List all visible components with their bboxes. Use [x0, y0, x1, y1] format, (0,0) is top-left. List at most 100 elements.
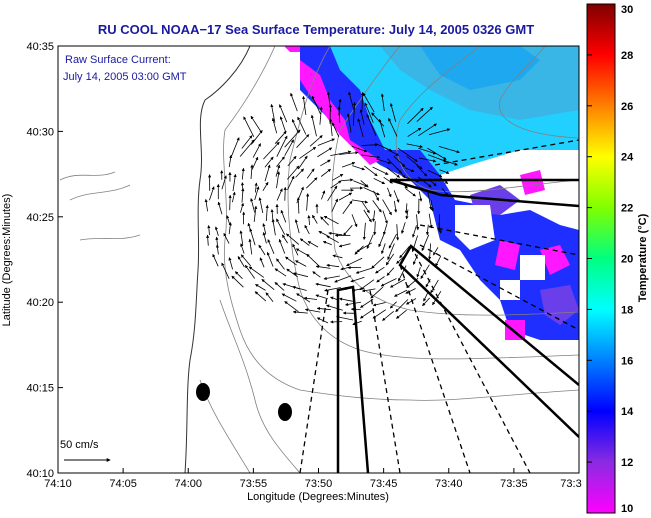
current-vector-83 [386, 167, 401, 178]
current-vector-265 [286, 268, 298, 278]
current-vector-233 [332, 254, 343, 259]
boundary-lines [299, 139, 579, 473]
current-vector-306 [395, 299, 409, 313]
current-vector-207 [223, 232, 230, 244]
current-vector-16 [364, 102, 374, 123]
current-vector-81 [364, 165, 378, 177]
dashed-boundary-3 [399, 264, 471, 473]
current-vector-220 [381, 243, 386, 255]
current-vector-32 [366, 114, 377, 136]
current-vector-264 [274, 268, 287, 277]
current-vector-74 [264, 156, 274, 168]
current-vector-164 [382, 210, 388, 225]
current-vector-130 [209, 186, 215, 201]
colorbar-tick-label-5: 20 [621, 254, 633, 266]
current-vector-280 [261, 279, 275, 291]
sst-imagery [284, 46, 579, 340]
current-vector-232 [295, 248, 308, 256]
current-vector-63 [338, 151, 359, 155]
current-vector-291 [405, 288, 416, 294]
current-vector-82 [372, 166, 389, 175]
current-vector-278 [231, 275, 244, 288]
current-vector-242 [237, 256, 245, 268]
current-vector-248 [295, 260, 307, 267]
current-vector-211 [282, 234, 288, 244]
current-vector-244 [259, 257, 265, 268]
current-vector-139 [327, 185, 338, 202]
current-vector-10 [279, 104, 288, 123]
y-tick-label-1: 40:30 [26, 126, 54, 138]
current-vector-323 [352, 320, 362, 326]
current-vector-294 [254, 291, 267, 302]
sst-region-magenta-east [495, 170, 570, 340]
current-vector-228 [258, 244, 266, 256]
current-vector-115 [262, 181, 269, 192]
colorbar-tick-label-1: 12 [621, 457, 633, 469]
current-vector-112 [232, 173, 237, 192]
current-vector-201 [378, 231, 386, 248]
current-vector-269 [334, 275, 352, 283]
current-vector-52 [427, 147, 447, 160]
current-vector-40 [274, 130, 287, 144]
current-vector-58 [276, 135, 288, 157]
current-vector-104 [383, 176, 393, 184]
current-vector-204 [421, 234, 430, 252]
current-vector-288 [361, 288, 376, 293]
current-vector-69 [418, 157, 437, 163]
current-vector-28 [329, 118, 333, 137]
current-vector-116 [276, 171, 281, 189]
x-tick-label-5: 73:45 [370, 478, 398, 490]
current-vector-37 [428, 128, 451, 136]
current-vector-320 [316, 317, 329, 324]
current-vector-231 [292, 243, 299, 256]
current-vector-293 [432, 290, 442, 306]
chart-title: RU COOL NOAA−17 Sea Surface Temperature:… [98, 22, 534, 37]
current-vector-223 [428, 243, 432, 260]
contour-4 [396, 46, 579, 193]
current-vector-118 [306, 177, 318, 189]
current-vector-71 [439, 158, 458, 166]
colorbar-tick-label-10: 30 [621, 4, 633, 16]
y-tick-label-5: 40:10 [26, 468, 54, 480]
current-vector-210 [262, 231, 267, 244]
x-tick-label-6: 73:40 [435, 478, 463, 490]
colorbar-tick-label-4: 18 [621, 304, 633, 316]
scale-label: 50 cm/s [60, 439, 99, 451]
current-vector-159 [331, 198, 338, 213]
current-vector-200 [366, 234, 374, 249]
current-vector-87 [427, 169, 443, 178]
current-vector-179 [343, 225, 353, 236]
current-vector-30 [346, 113, 352, 133]
current-vector-163 [372, 210, 376, 223]
current-vector-268 [323, 275, 340, 280]
current-vector-221 [387, 243, 395, 261]
x-tick-label-7: 73:35 [500, 478, 528, 490]
current-vector-176 [312, 214, 318, 224]
current-vector-245 [266, 251, 274, 267]
current-vector-196 [304, 224, 310, 235]
current-vector-26 [297, 116, 307, 135]
coastline-contours [59, 46, 579, 473]
current-vector-27 [310, 114, 317, 137]
current-vector-1 [302, 95, 307, 115]
current-vector-309 [284, 301, 299, 313]
current-vector-34 [388, 117, 398, 137]
current-vector-307 [405, 298, 417, 305]
current-vector-312 [316, 306, 331, 311]
current-vector-38 [241, 135, 253, 149]
current-vector-235 [371, 256, 385, 269]
current-vector-17 [371, 112, 385, 127]
current-vector-255 [375, 266, 385, 274]
current-vector-266 [293, 272, 308, 278]
sst-region-violet [470, 185, 579, 325]
current-vector-95 [286, 165, 300, 180]
current-vector-299 [315, 294, 328, 300]
current-vector-76 [287, 155, 297, 167]
current-vector-135 [276, 188, 283, 201]
current-vector-241 [228, 257, 233, 270]
y-axis: 40:35 40:30 40:25 40:20 40:15 40:10 [26, 41, 63, 480]
current-vector-277 [430, 279, 439, 294]
colorbar-tick-label-8: 26 [621, 101, 633, 113]
current-vector-64 [360, 154, 381, 159]
current-vector-136 [283, 186, 287, 201]
